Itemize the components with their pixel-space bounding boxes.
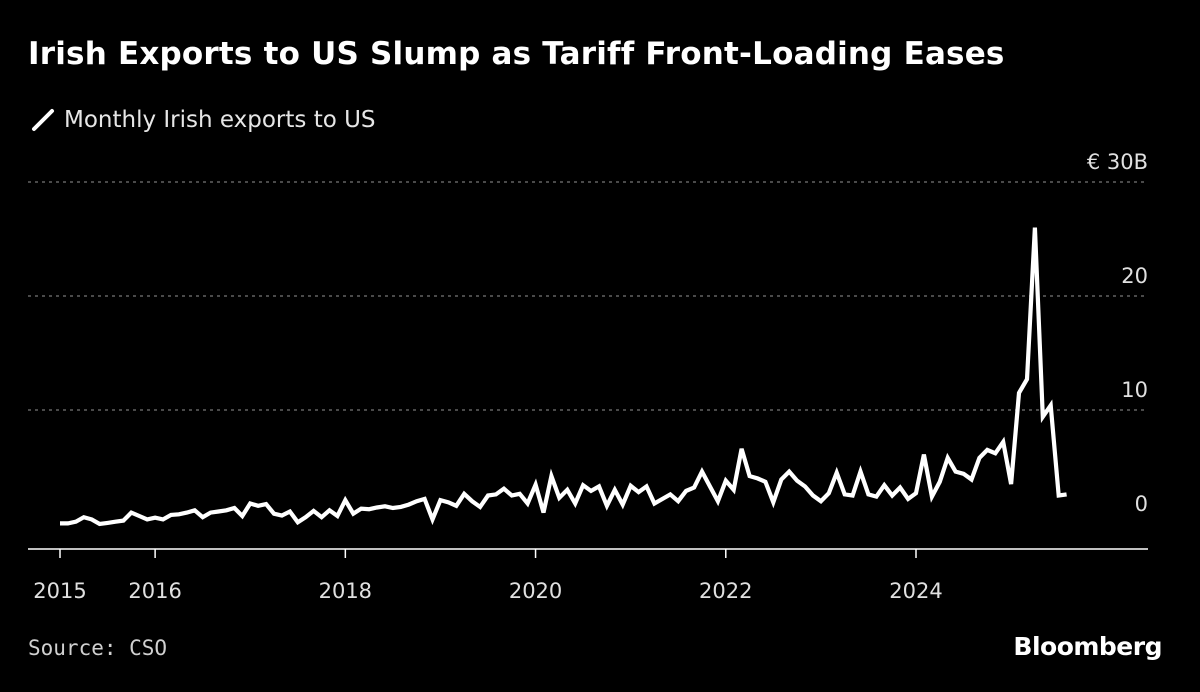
gridlines <box>28 181 1148 411</box>
bloomberg-logo: Bloomberg <box>1013 632 1162 661</box>
series-line-0 <box>60 227 1067 527</box>
y-axis-ticks: 0 10 20 € 30B <box>1087 150 1148 516</box>
x-tick-label: 2020 <box>509 579 562 603</box>
x-tick-label: 2022 <box>699 579 752 603</box>
y-tick-label: € 30B <box>1087 150 1148 174</box>
x-tick-label: 2016 <box>128 579 181 603</box>
chart-title: Irish Exports to US Slump as Tariff Fron… <box>28 36 1005 72</box>
x-tick-label: 2018 <box>319 579 372 603</box>
legend: Monthly Irish exports to US <box>30 104 376 136</box>
legend-label: Monthly Irish exports to US <box>64 107 376 133</box>
x-axis-ticks: 2015 2016 2018 2020 2022 2024 <box>33 549 943 603</box>
x-tick-label: 2024 <box>889 579 942 603</box>
source-note: Source: CSO <box>28 636 168 660</box>
series-group <box>60 227 1067 527</box>
line-swatch-icon <box>32 109 54 131</box>
y-tick-label: 0 <box>1135 492 1148 516</box>
y-tick-label: 20 <box>1121 264 1148 288</box>
x-tick-label: 2015 <box>33 579 86 603</box>
y-tick-label: 10 <box>1121 378 1148 402</box>
